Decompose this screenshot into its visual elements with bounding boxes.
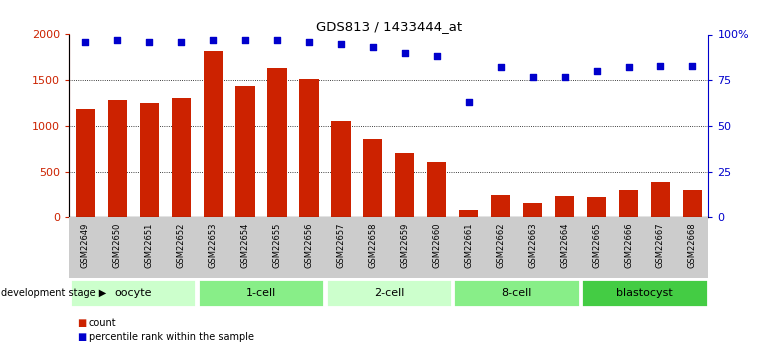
Text: oocyte: oocyte — [115, 288, 152, 298]
Text: ■: ■ — [77, 318, 86, 327]
Text: GSM22668: GSM22668 — [688, 222, 697, 268]
Point — [367, 45, 379, 50]
Point — [143, 39, 156, 45]
Point — [303, 39, 315, 45]
Point — [527, 74, 539, 79]
Bar — [395, 153, 414, 217]
Point — [654, 63, 667, 68]
Point — [111, 37, 123, 43]
Text: GSM22650: GSM22650 — [112, 222, 122, 268]
Text: 8-cell: 8-cell — [501, 288, 532, 298]
Bar — [139, 103, 159, 217]
Bar — [70, 279, 196, 307]
Text: GSM22660: GSM22660 — [432, 222, 441, 268]
Bar — [587, 197, 606, 217]
Text: GSM22655: GSM22655 — [273, 222, 282, 268]
Bar — [198, 279, 324, 307]
Bar — [236, 86, 255, 217]
Point — [430, 54, 443, 59]
Text: GSM22656: GSM22656 — [304, 222, 313, 268]
Bar — [555, 196, 574, 217]
Bar — [491, 195, 511, 217]
Text: GSM22652: GSM22652 — [176, 222, 186, 268]
Bar — [108, 100, 127, 217]
Bar — [75, 109, 95, 217]
Text: GSM22658: GSM22658 — [368, 222, 377, 268]
Bar — [683, 190, 702, 217]
Bar — [581, 279, 708, 307]
Bar — [651, 182, 670, 217]
Point — [622, 65, 634, 70]
Text: GSM22666: GSM22666 — [624, 222, 633, 268]
Point — [239, 37, 251, 43]
Point — [271, 37, 283, 43]
Point — [494, 65, 507, 70]
Text: GSM22661: GSM22661 — [464, 222, 474, 268]
Text: count: count — [89, 318, 116, 327]
Point — [463, 99, 475, 105]
Bar — [267, 68, 286, 217]
Bar — [331, 121, 350, 217]
Text: ■: ■ — [77, 333, 86, 342]
Point — [207, 37, 219, 43]
Text: GSM22667: GSM22667 — [656, 222, 665, 268]
Text: GSM22665: GSM22665 — [592, 222, 601, 268]
Text: 2-cell: 2-cell — [373, 288, 404, 298]
Bar — [619, 190, 638, 217]
Bar — [300, 79, 319, 217]
Point — [558, 74, 571, 79]
Text: GSM22663: GSM22663 — [528, 222, 537, 268]
Text: GSM22664: GSM22664 — [560, 222, 569, 268]
Point — [175, 39, 187, 45]
Bar — [427, 162, 447, 217]
Point — [399, 50, 411, 56]
Text: GSM22651: GSM22651 — [145, 222, 154, 268]
Bar — [523, 203, 542, 217]
Text: development stage ▶: development stage ▶ — [1, 288, 106, 298]
Bar — [172, 98, 191, 217]
Text: 1-cell: 1-cell — [246, 288, 276, 298]
Text: GSM22662: GSM22662 — [496, 222, 505, 268]
Point — [591, 68, 603, 74]
Text: GSM22653: GSM22653 — [209, 222, 218, 268]
Bar — [454, 279, 580, 307]
Point — [335, 41, 347, 46]
Text: GSM22654: GSM22654 — [240, 222, 249, 268]
Bar — [459, 209, 478, 217]
Text: percentile rank within the sample: percentile rank within the sample — [89, 333, 253, 342]
Bar — [326, 279, 452, 307]
Point — [686, 63, 698, 68]
Bar — [363, 139, 383, 217]
Bar — [203, 51, 223, 217]
Title: GDS813 / 1433444_at: GDS813 / 1433444_at — [316, 20, 462, 33]
Text: blastocyst: blastocyst — [616, 288, 673, 298]
Text: GSM22657: GSM22657 — [336, 222, 346, 268]
Point — [79, 39, 92, 45]
Text: GSM22659: GSM22659 — [400, 222, 410, 268]
Text: GSM22649: GSM22649 — [81, 222, 90, 268]
